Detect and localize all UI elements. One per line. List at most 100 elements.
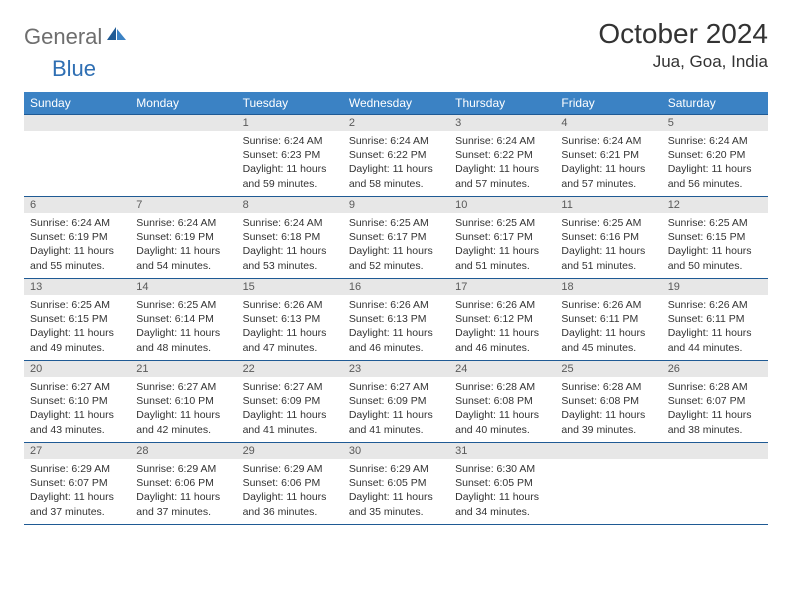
sunset-text: Sunset: 6:10 PM	[136, 394, 230, 408]
sunrise-text: Sunrise: 6:25 AM	[30, 298, 124, 312]
calendar-cell	[130, 115, 236, 197]
sunrise-text: Sunrise: 6:26 AM	[455, 298, 549, 312]
sunset-text: Sunset: 6:07 PM	[30, 476, 124, 490]
day-details: Sunrise: 6:28 AMSunset: 6:08 PMDaylight:…	[449, 377, 555, 441]
day-details: Sunrise: 6:24 AMSunset: 6:18 PMDaylight:…	[237, 213, 343, 277]
day-number: 11	[555, 197, 661, 213]
sunset-text: Sunset: 6:16 PM	[561, 230, 655, 244]
calendar-cell: 22Sunrise: 6:27 AMSunset: 6:09 PMDayligh…	[237, 361, 343, 443]
calendar-cell: 19Sunrise: 6:26 AMSunset: 6:11 PMDayligh…	[662, 279, 768, 361]
daylight-text: Daylight: 11 hours and 57 minutes.	[561, 162, 655, 190]
calendar-cell: 30Sunrise: 6:29 AMSunset: 6:05 PMDayligh…	[343, 443, 449, 525]
sunset-text: Sunset: 6:13 PM	[349, 312, 443, 326]
sunset-text: Sunset: 6:17 PM	[455, 230, 549, 244]
day-details: Sunrise: 6:25 AMSunset: 6:16 PMDaylight:…	[555, 213, 661, 277]
day-details: Sunrise: 6:27 AMSunset: 6:09 PMDaylight:…	[343, 377, 449, 441]
daylight-text: Daylight: 11 hours and 54 minutes.	[136, 244, 230, 272]
day-details: Sunrise: 6:29 AMSunset: 6:06 PMDaylight:…	[130, 459, 236, 523]
daylight-text: Daylight: 11 hours and 45 minutes.	[561, 326, 655, 354]
sunrise-text: Sunrise: 6:24 AM	[561, 134, 655, 148]
calendar-cell: 8Sunrise: 6:24 AMSunset: 6:18 PMDaylight…	[237, 197, 343, 279]
sunrise-text: Sunrise: 6:29 AM	[136, 462, 230, 476]
calendar-body: 1Sunrise: 6:24 AMSunset: 6:23 PMDaylight…	[24, 115, 768, 525]
day-number: 6	[24, 197, 130, 213]
day-number: 26	[662, 361, 768, 377]
calendar-cell: 28Sunrise: 6:29 AMSunset: 6:06 PMDayligh…	[130, 443, 236, 525]
calendar-cell: 16Sunrise: 6:26 AMSunset: 6:13 PMDayligh…	[343, 279, 449, 361]
daylight-text: Daylight: 11 hours and 58 minutes.	[349, 162, 443, 190]
sunrise-text: Sunrise: 6:29 AM	[30, 462, 124, 476]
day-details: Sunrise: 6:24 AMSunset: 6:22 PMDaylight:…	[343, 131, 449, 195]
daylight-text: Daylight: 11 hours and 53 minutes.	[243, 244, 337, 272]
calendar-page: General October 2024 Jua, Goa, India Blu…	[0, 0, 792, 543]
day-number: 29	[237, 443, 343, 459]
day-number: 21	[130, 361, 236, 377]
calendar-cell: 24Sunrise: 6:28 AMSunset: 6:08 PMDayligh…	[449, 361, 555, 443]
sunset-text: Sunset: 6:08 PM	[561, 394, 655, 408]
calendar-week-row: 1Sunrise: 6:24 AMSunset: 6:23 PMDaylight…	[24, 115, 768, 197]
daylight-text: Daylight: 11 hours and 37 minutes.	[136, 490, 230, 518]
calendar-cell: 21Sunrise: 6:27 AMSunset: 6:10 PMDayligh…	[130, 361, 236, 443]
calendar-week-row: 27Sunrise: 6:29 AMSunset: 6:07 PMDayligh…	[24, 443, 768, 525]
sunset-text: Sunset: 6:20 PM	[668, 148, 762, 162]
day-number: 12	[662, 197, 768, 213]
sunset-text: Sunset: 6:09 PM	[243, 394, 337, 408]
daylight-text: Daylight: 11 hours and 51 minutes.	[561, 244, 655, 272]
location-label: Jua, Goa, India	[598, 52, 768, 72]
day-details: Sunrise: 6:25 AMSunset: 6:17 PMDaylight:…	[343, 213, 449, 277]
day-number: 31	[449, 443, 555, 459]
daylight-text: Daylight: 11 hours and 48 minutes.	[136, 326, 230, 354]
day-details: Sunrise: 6:25 AMSunset: 6:15 PMDaylight:…	[662, 213, 768, 277]
day-number: 16	[343, 279, 449, 295]
sunset-text: Sunset: 6:12 PM	[455, 312, 549, 326]
daylight-text: Daylight: 11 hours and 41 minutes.	[349, 408, 443, 436]
sunrise-text: Sunrise: 6:25 AM	[136, 298, 230, 312]
sunset-text: Sunset: 6:10 PM	[30, 394, 124, 408]
sunset-text: Sunset: 6:06 PM	[243, 476, 337, 490]
sunrise-text: Sunrise: 6:29 AM	[349, 462, 443, 476]
daylight-text: Daylight: 11 hours and 51 minutes.	[455, 244, 549, 272]
day-number: 10	[449, 197, 555, 213]
calendar-cell: 3Sunrise: 6:24 AMSunset: 6:22 PMDaylight…	[449, 115, 555, 197]
day-details: Sunrise: 6:29 AMSunset: 6:06 PMDaylight:…	[237, 459, 343, 523]
day-number: 2	[343, 115, 449, 131]
sunset-text: Sunset: 6:05 PM	[455, 476, 549, 490]
day-details: Sunrise: 6:28 AMSunset: 6:07 PMDaylight:…	[662, 377, 768, 441]
daylight-text: Daylight: 11 hours and 56 minutes.	[668, 162, 762, 190]
sunrise-text: Sunrise: 6:24 AM	[455, 134, 549, 148]
day-number-empty	[130, 115, 236, 131]
day-details: Sunrise: 6:26 AMSunset: 6:11 PMDaylight:…	[662, 295, 768, 359]
day-details: Sunrise: 6:24 AMSunset: 6:19 PMDaylight:…	[130, 213, 236, 277]
sunset-text: Sunset: 6:18 PM	[243, 230, 337, 244]
sunrise-text: Sunrise: 6:24 AM	[243, 216, 337, 230]
day-number: 28	[130, 443, 236, 459]
calendar-cell: 14Sunrise: 6:25 AMSunset: 6:14 PMDayligh…	[130, 279, 236, 361]
day-number-empty	[24, 115, 130, 131]
sunset-text: Sunset: 6:13 PM	[243, 312, 337, 326]
calendar-cell: 12Sunrise: 6:25 AMSunset: 6:15 PMDayligh…	[662, 197, 768, 279]
daylight-text: Daylight: 11 hours and 47 minutes.	[243, 326, 337, 354]
sunset-text: Sunset: 6:19 PM	[30, 230, 124, 244]
weekday-header: Saturday	[662, 92, 768, 115]
sunset-text: Sunset: 6:15 PM	[30, 312, 124, 326]
daylight-text: Daylight: 11 hours and 43 minutes.	[30, 408, 124, 436]
weekday-header: Friday	[555, 92, 661, 115]
title-block: October 2024 Jua, Goa, India	[598, 18, 768, 72]
calendar-week-row: 20Sunrise: 6:27 AMSunset: 6:10 PMDayligh…	[24, 361, 768, 443]
calendar-cell: 18Sunrise: 6:26 AMSunset: 6:11 PMDayligh…	[555, 279, 661, 361]
calendar-cell: 10Sunrise: 6:25 AMSunset: 6:17 PMDayligh…	[449, 197, 555, 279]
daylight-text: Daylight: 11 hours and 37 minutes.	[30, 490, 124, 518]
calendar-cell: 9Sunrise: 6:25 AMSunset: 6:17 PMDaylight…	[343, 197, 449, 279]
sunrise-text: Sunrise: 6:26 AM	[561, 298, 655, 312]
day-number: 14	[130, 279, 236, 295]
sunrise-text: Sunrise: 6:30 AM	[455, 462, 549, 476]
month-title: October 2024	[598, 18, 768, 50]
day-details: Sunrise: 6:24 AMSunset: 6:22 PMDaylight:…	[449, 131, 555, 195]
calendar-cell: 6Sunrise: 6:24 AMSunset: 6:19 PMDaylight…	[24, 197, 130, 279]
calendar-table: SundayMondayTuesdayWednesdayThursdayFrid…	[24, 92, 768, 525]
day-number-empty	[555, 443, 661, 459]
sunset-text: Sunset: 6:21 PM	[561, 148, 655, 162]
day-number: 18	[555, 279, 661, 295]
calendar-cell: 2Sunrise: 6:24 AMSunset: 6:22 PMDaylight…	[343, 115, 449, 197]
sunrise-text: Sunrise: 6:26 AM	[349, 298, 443, 312]
